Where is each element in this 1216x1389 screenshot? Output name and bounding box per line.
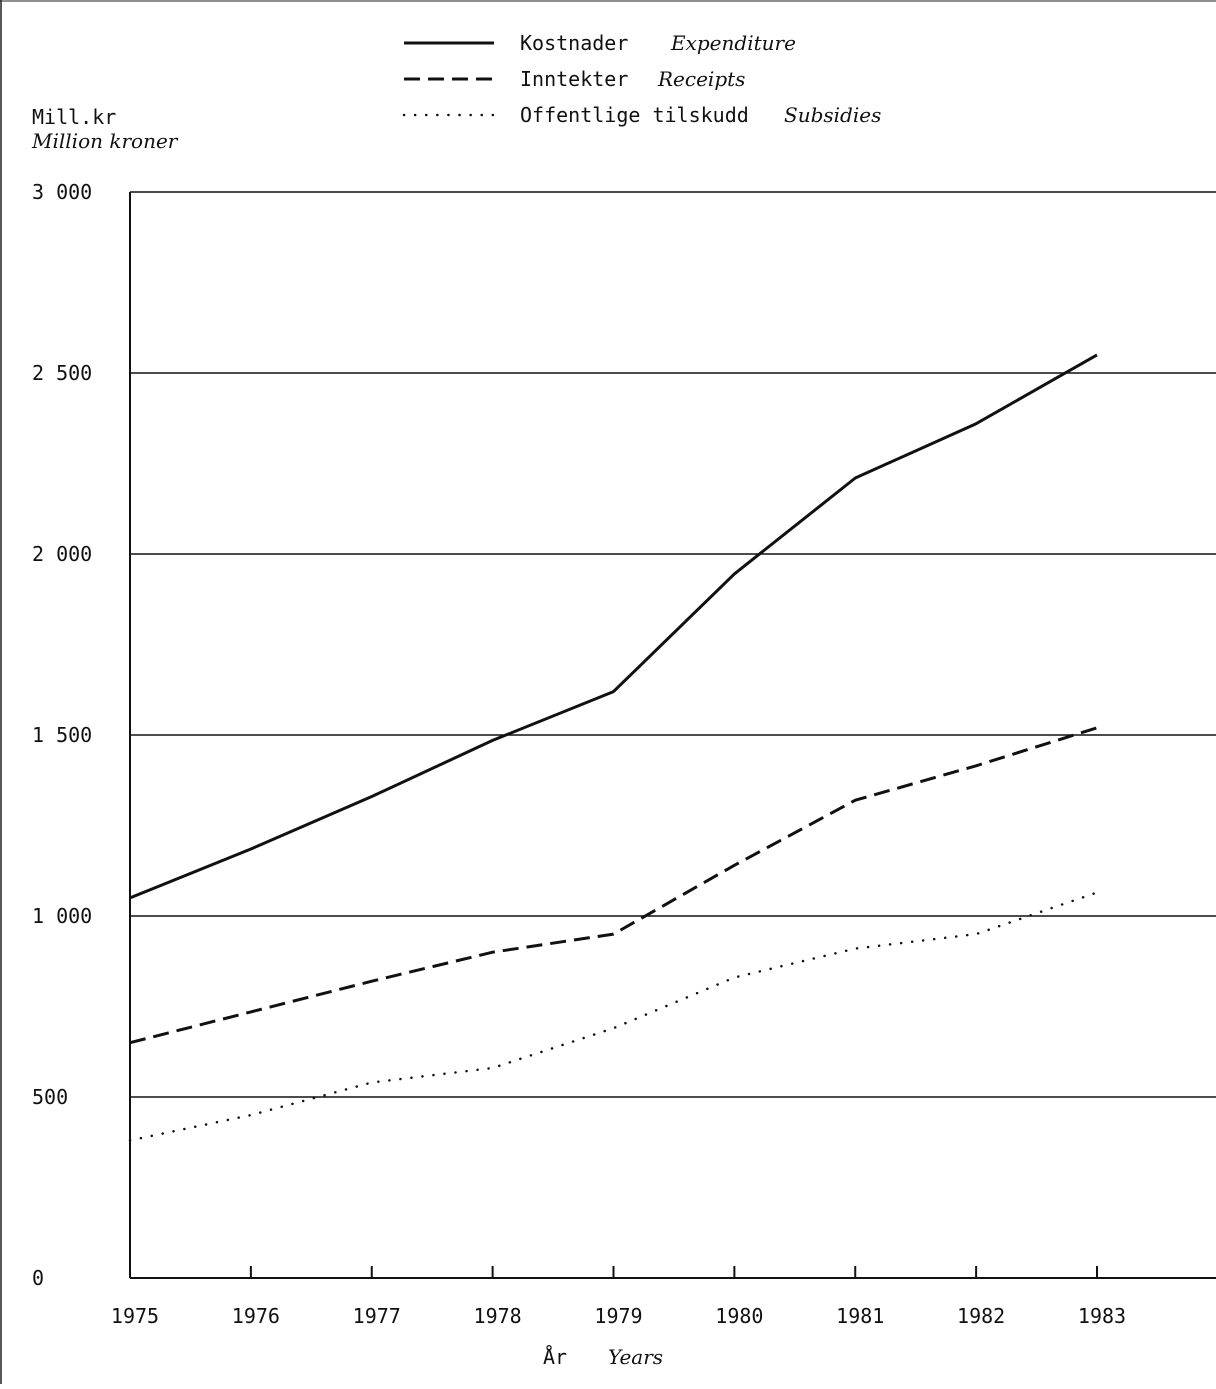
legend-label-expenditure: Kostnader (520, 31, 628, 55)
x-axis-title: År (543, 1345, 567, 1369)
x-tick-label-1980: 1980 (715, 1304, 763, 1328)
legend-label-receipts: Inntekter (520, 67, 628, 91)
y-tick-label-3000: 3 000 (32, 180, 92, 204)
legend-label-subsidies-en: Subsidies (784, 103, 881, 127)
x-tick-label-1979: 1979 (594, 1304, 642, 1328)
y-tick-label-0: 0 (32, 1266, 44, 1290)
legend: Kostnader Expenditure Inntekter Receipts… (402, 31, 881, 127)
x-tick-label-1978: 1978 (474, 1304, 522, 1328)
y-tick-label-2500: 2 500 (32, 361, 92, 385)
y-tick-label-1000: 1 000 (32, 904, 92, 928)
y-tick-label-2000: 2 000 (32, 542, 92, 566)
x-tick-label-1982: 1982 (957, 1304, 1005, 1328)
series-line-subsidies (128, 891, 1099, 1142)
x-axis-title-en: Years (608, 1345, 663, 1369)
y-tick-labels: 0 500 1 000 1 500 2 000 2 500 3 000 (32, 180, 92, 1290)
x-tick-label-1977: 1977 (353, 1304, 401, 1328)
series-line-expenditure (129, 353, 1098, 900)
x-tick-label-1983: 1983 (1078, 1304, 1126, 1328)
x-tick-label-1976: 1976 (232, 1304, 280, 1328)
legend-label-subsidies: Offentlige tilskudd (520, 103, 749, 127)
y-axis-title-en: Million kroner (31, 129, 179, 153)
y-axis-title: Mill.kr (32, 105, 116, 129)
series-line-receipts (129, 726, 1098, 1045)
y-tick-label-1500: 1 500 (32, 723, 92, 747)
legend-label-receipts-en: Receipts (657, 67, 745, 91)
series-lines (128, 353, 1099, 1142)
x-ticks: 1975 1976 1977 1978 1979 1980 1981 1982 1983 (111, 1266, 1126, 1328)
x-tick-label-1975: 1975 (111, 1304, 159, 1328)
x-tick-label-1981: 1981 (836, 1304, 884, 1328)
gridlines (130, 191, 1216, 1098)
legend-label-expenditure-en: Expenditure (670, 31, 796, 55)
y-tick-label-500: 500 (32, 1085, 68, 1109)
axes (129, 192, 1216, 1279)
